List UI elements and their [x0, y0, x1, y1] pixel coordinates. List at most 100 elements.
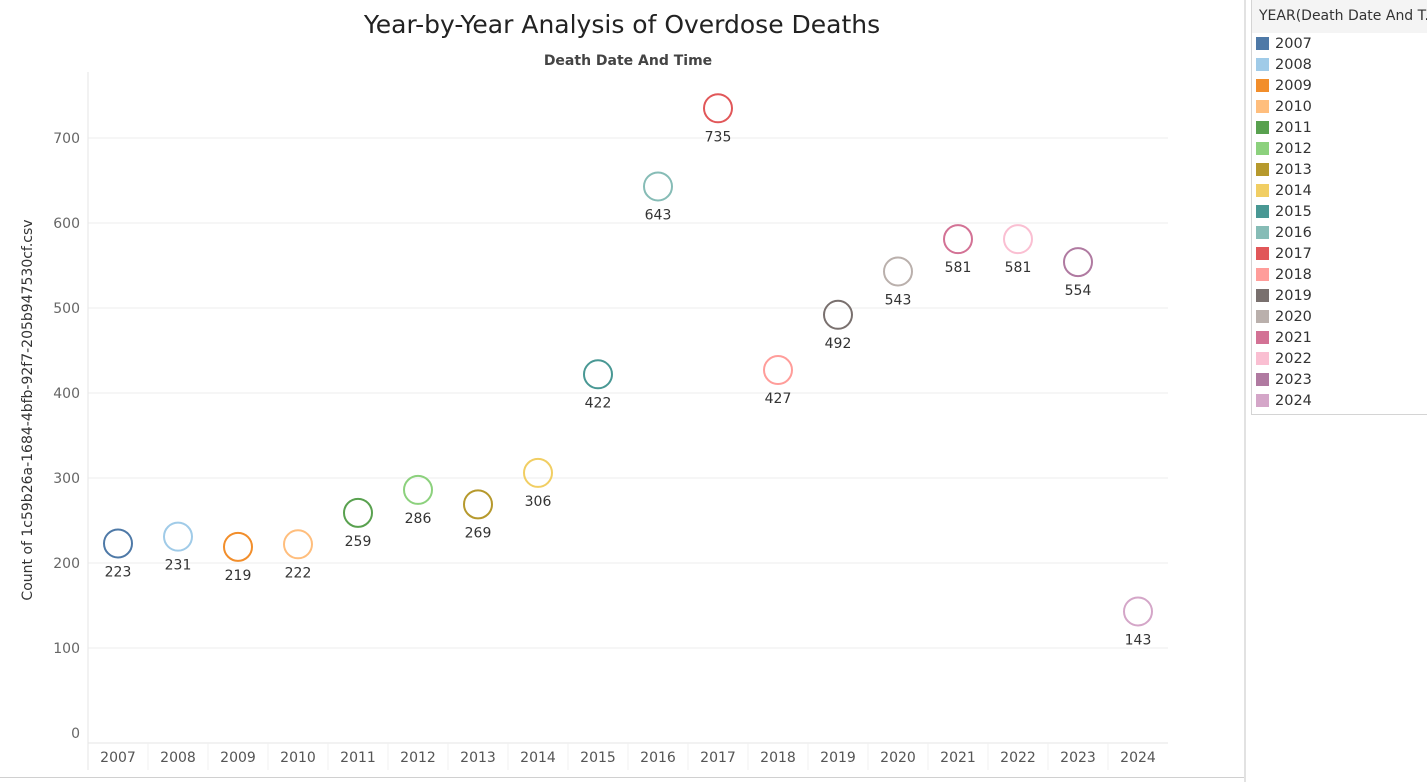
- bottom-border: [0, 777, 1244, 778]
- legend-label: 2019: [1275, 287, 1312, 304]
- data-point[interactable]: [583, 359, 613, 390]
- x-tick-label: 2022: [1000, 750, 1036, 766]
- data-point[interactable]: [703, 93, 733, 124]
- legend-label: 2024: [1275, 392, 1312, 409]
- legend-item[interactable]: 2016: [1252, 222, 1427, 243]
- legend-label: 2020: [1275, 308, 1312, 325]
- data-point[interactable]: [463, 489, 493, 520]
- data-point[interactable]: [223, 531, 253, 562]
- data-point[interactable]: [343, 497, 373, 528]
- legend-swatch: [1256, 163, 1269, 176]
- data-label: 219: [225, 568, 252, 584]
- legend-item[interactable]: 2019: [1252, 285, 1427, 306]
- legend-label: 2017: [1275, 245, 1312, 262]
- data-point[interactable]: [883, 256, 913, 287]
- legend-title[interactable]: YEAR(Death Date And T..: [1252, 0, 1427, 33]
- data-point[interactable]: [1063, 247, 1093, 278]
- data-label: 581: [945, 260, 972, 276]
- legend-swatch: [1256, 373, 1269, 386]
- data-label: 223: [105, 564, 132, 580]
- legend-item[interactable]: 2015: [1252, 201, 1427, 222]
- data-label: 554: [1065, 283, 1092, 299]
- legend-item[interactable]: 2024: [1252, 390, 1427, 411]
- legend-label: 2014: [1275, 182, 1312, 199]
- legend-swatch: [1256, 121, 1269, 134]
- legend-swatch: [1256, 58, 1269, 71]
- legend[interactable]: YEAR(Death Date And T.. 2007 2008 2009 2010…: [1251, 0, 1427, 415]
- data-label: 306: [525, 494, 552, 510]
- data-point[interactable]: [943, 224, 973, 255]
- legend-label: 2018: [1275, 266, 1312, 283]
- y-tick-label: 700: [53, 131, 80, 147]
- data-point[interactable]: [643, 171, 673, 202]
- legend-swatch: [1256, 268, 1269, 281]
- x-tick-label: 2008: [160, 750, 196, 766]
- data-point[interactable]: [403, 474, 433, 505]
- data-point[interactable]: [823, 299, 853, 330]
- data-label: 643: [645, 207, 672, 223]
- legend-label: 2007: [1275, 35, 1312, 52]
- legend-label: 2009: [1275, 77, 1312, 94]
- legend-item[interactable]: 2011: [1252, 117, 1427, 138]
- legend-item[interactable]: 2023: [1252, 369, 1427, 390]
- legend-item[interactable]: 2007: [1252, 33, 1427, 54]
- data-label: 259: [345, 534, 372, 550]
- x-tick-label: 2007: [100, 750, 136, 766]
- legend-label: 2015: [1275, 203, 1312, 220]
- legend-label: 2012: [1275, 140, 1312, 157]
- legend-item[interactable]: 2021: [1252, 327, 1427, 348]
- legend-label: 2016: [1275, 224, 1312, 241]
- legend-label: 2013: [1275, 161, 1312, 178]
- y-tick-label: 100: [53, 641, 80, 657]
- data-point[interactable]: [1003, 224, 1033, 255]
- legend-item[interactable]: 2008: [1252, 54, 1427, 75]
- data-label: 735: [705, 129, 732, 145]
- legend-swatch: [1256, 37, 1269, 50]
- legend-item[interactable]: 2017: [1252, 243, 1427, 264]
- x-tick-label: 2020: [880, 750, 916, 766]
- legend-item[interactable]: 2012: [1252, 138, 1427, 159]
- y-axis-label: Count of 1c59b26a-1684-4bfb-92f7-205b947…: [20, 219, 36, 601]
- data-point[interactable]: [1123, 596, 1153, 627]
- x-tick-label: 2015: [580, 750, 616, 766]
- y-tick-label: 400: [53, 386, 80, 402]
- legend-item[interactable]: 2010: [1252, 96, 1427, 117]
- x-tick-label: 2023: [1060, 750, 1096, 766]
- data-label: 492: [825, 336, 852, 352]
- legend-swatch: [1256, 79, 1269, 92]
- chart-area: 0 100 200 300 400 500 600 700 2007 2008 2009 2010 20…: [0, 10, 1244, 778]
- data-point[interactable]: [103, 528, 133, 559]
- column-header: Death Date And Time: [543, 53, 713, 69]
- legend-swatch: [1256, 310, 1269, 323]
- legend-item[interactable]: 2014: [1252, 180, 1427, 201]
- legend-swatch: [1256, 100, 1269, 113]
- legend-item[interactable]: 2013: [1252, 159, 1427, 180]
- data-label: 422: [585, 395, 612, 411]
- legend-item[interactable]: 2009: [1252, 75, 1427, 96]
- x-tick-label: 2021: [940, 750, 976, 766]
- y-tick-label: 500: [53, 301, 80, 317]
- legend-label: 2023: [1275, 371, 1312, 388]
- legend-swatch: [1256, 352, 1269, 365]
- data-point[interactable]: [163, 521, 193, 552]
- legend-label: 2008: [1275, 56, 1312, 73]
- x-tick-label: 2014: [520, 750, 556, 766]
- legend-swatch: [1256, 247, 1269, 260]
- data-point[interactable]: [283, 529, 313, 560]
- legend-label: 2010: [1275, 98, 1312, 115]
- data-label: 269: [465, 525, 492, 541]
- y-tick-label: 0: [71, 726, 80, 742]
- legend-item[interactable]: 2018: [1252, 264, 1427, 285]
- legend-swatch: [1256, 394, 1269, 407]
- pane-divider[interactable]: [1244, 0, 1246, 782]
- x-tick-label: 2009: [220, 750, 256, 766]
- x-tick-label: 2013: [460, 750, 496, 766]
- data-point[interactable]: [523, 457, 553, 488]
- data-label: 427: [765, 391, 792, 407]
- legend-item[interactable]: 2020: [1252, 306, 1427, 327]
- legend-item[interactable]: 2022: [1252, 348, 1427, 369]
- x-tick-label: 2016: [640, 750, 676, 766]
- x-tick-label: 2012: [400, 750, 436, 766]
- data-label: 581: [1005, 260, 1032, 276]
- data-point[interactable]: [763, 355, 793, 386]
